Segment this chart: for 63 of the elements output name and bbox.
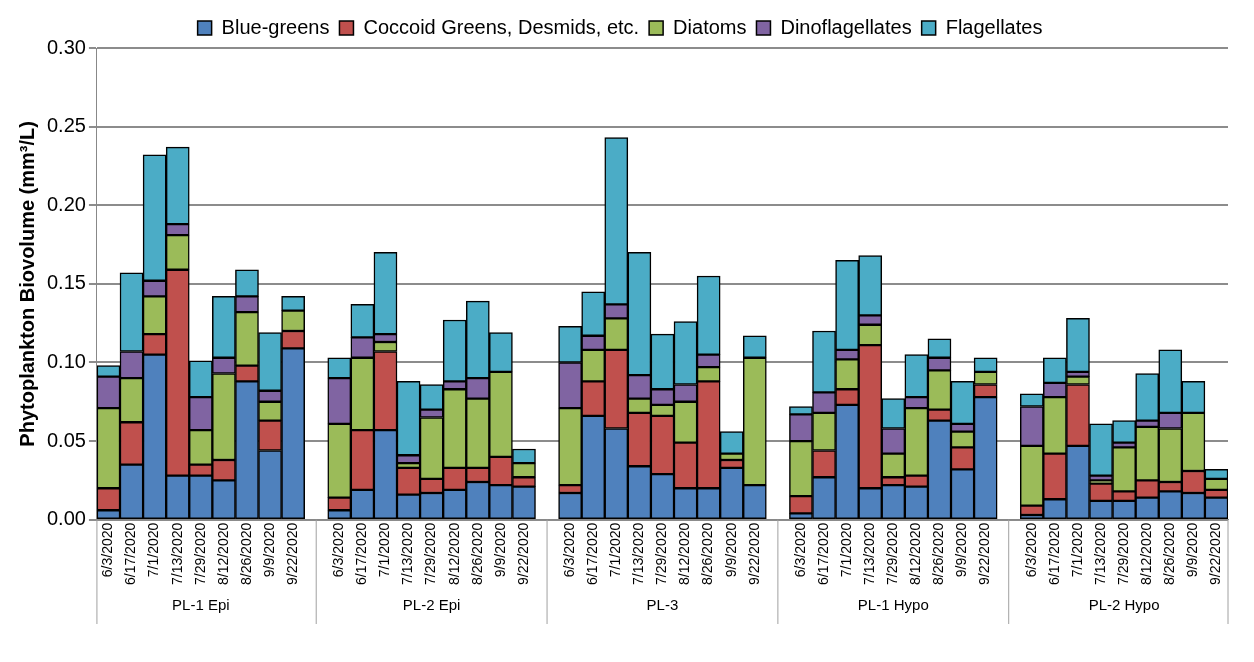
y-tick-label: 0.20 [46,192,86,215]
y-tick-label: 0.05 [46,428,86,451]
x-tick-label: 7/13/2020 [861,522,878,586]
x-tick-label: 8/12/2020 [214,522,231,586]
text: PL-1 Hypo [857,596,929,614]
x-tick-label: 9/22/2020 [745,522,762,586]
x-tick-label: 7/13/2020 [1091,522,1108,586]
x-tick-label: 8/12/2020 [445,522,462,586]
x-tick-label: 9/22/2020 [976,522,993,586]
legend-label: Flagellates [945,15,1043,38]
x-tick-label: 7/29/2020 [653,522,670,586]
x-tick-label: 6/17/2020 [1045,522,1062,586]
x-tick-label: 8/26/2020 [930,522,947,586]
x-tick-label: 6/3/2020 [791,522,808,578]
x-tick-label: 7/29/2020 [884,522,901,586]
x-tick-label: 8/26/2020 [237,522,254,586]
x-tick-label: 7/13/2020 [168,522,185,586]
x-tick-label: 7/1/2020 [837,522,854,578]
x-tick-label: 6/3/2020 [560,522,577,578]
x-tick-label: 6/3/2020 [99,522,116,578]
x-tick-label: 7/13/2020 [399,522,416,586]
legend-label: Coccoid Greens, Desmids, etc. [363,15,640,38]
x-tick-label: 7/29/2020 [191,522,208,586]
text: PL-2 Epi [402,596,461,614]
x-tick-label: 6/3/2020 [330,522,347,578]
x-tick-label: 9/9/2020 [953,522,970,578]
text: PL-3 [646,596,679,614]
x-tick-label: 7/29/2020 [1114,522,1131,586]
x-tick-label: 8/26/2020 [699,522,716,586]
x-tick-label: 8/12/2020 [1138,522,1155,586]
x-tick-label: 6/17/2020 [584,522,601,586]
x-tick-label: 9/9/2020 [1184,522,1201,578]
x-tick-label: 6/3/2020 [1022,522,1039,578]
x-tick-label: 9/9/2020 [722,522,739,578]
legend-label: Diatoms [673,15,747,38]
x-tick-label: 7/29/2020 [422,522,439,586]
x-tick-label: 8/26/2020 [1161,522,1178,586]
legend-label: Blue-greens [221,15,330,38]
x-tick-label: 9/9/2020 [260,522,277,578]
x-tick-label: 6/17/2020 [814,522,831,586]
x-tick-label: 8/12/2020 [907,522,924,586]
text: PL-1 Epi [172,596,230,614]
x-tick-label: 9/22/2020 [514,522,531,586]
legend-label: Dinoflagellates [780,15,912,38]
y-tick-label: 0.30 [46,35,86,58]
x-tick-label: 7/1/2020 [376,522,393,578]
y-tick-label: 0.25 [46,114,86,137]
y-tick-label: 0.00 [46,507,86,530]
x-tick-label: 8/26/2020 [468,522,485,586]
y-axis-title: Phytoplankton Biovolume (mm³/L) [15,121,38,447]
x-tick-label: 9/22/2020 [283,522,300,586]
x-tick-label: 7/1/2020 [1068,522,1085,578]
x-tick-label: 7/13/2020 [630,522,647,586]
text: PL-2 Hypo [1088,596,1160,614]
x-tick-label: 6/17/2020 [353,522,370,586]
x-tick-label: 8/12/2020 [676,522,693,586]
x-tick-label: 6/17/2020 [122,522,139,586]
y-tick-label: 0.10 [46,349,86,372]
x-tick-label: 9/22/2020 [1207,522,1224,586]
x-tick-label: 7/1/2020 [145,522,162,578]
x-tick-label: 7/1/2020 [607,522,624,578]
x-tick-label: 9/9/2020 [491,522,508,578]
y-tick-label: 0.15 [46,271,86,294]
